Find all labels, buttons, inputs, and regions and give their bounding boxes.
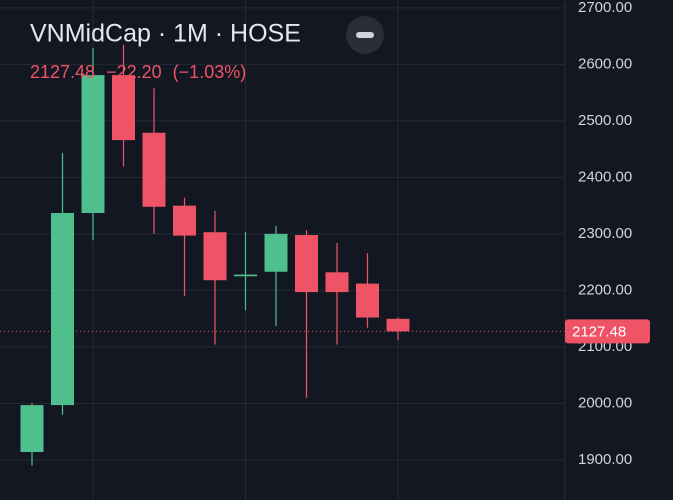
candle-body [81,75,105,213]
candles [20,44,410,466]
candle-body [234,274,257,277]
candle-body [203,232,227,281]
candle-body [112,75,135,141]
last-price-tag [565,319,650,344]
y-tick-label: 1900.00 [578,451,632,468]
y-tick-label: 2200.00 [578,281,632,298]
price-header: 2127.48 −22.20 (−1.03%) [30,62,246,82]
header-price: 2127.48 [30,62,95,82]
chart-title: VNMidCap · 1M · HOSE [30,20,301,48]
candle-body [356,283,379,318]
candle-body [51,212,74,406]
y-tick-label: 2000.00 [578,394,632,411]
collapse-button[interactable] [346,16,384,54]
candle-body [173,205,196,236]
candle-body [264,233,288,272]
minus-icon [356,32,374,38]
last-price-label: 2127.48 [572,323,626,340]
y-tick-label: 2600.00 [578,55,632,72]
candle-body [386,318,410,332]
header-change-pct: (−1.03%) [173,62,247,82]
candle-body [295,235,318,293]
header-change: −22.20 [106,62,162,82]
y-tick-label: 2700.00 [578,0,632,16]
y-axis: 1900.002000.002100.002200.002300.002400.… [565,0,650,468]
candle-body [325,272,349,293]
candle-body [20,405,44,452]
candle-body [142,132,166,207]
y-tick-label: 2300.00 [578,225,632,242]
y-tick-label: 2400.00 [578,168,632,185]
y-tick-label: 2500.00 [578,112,632,129]
